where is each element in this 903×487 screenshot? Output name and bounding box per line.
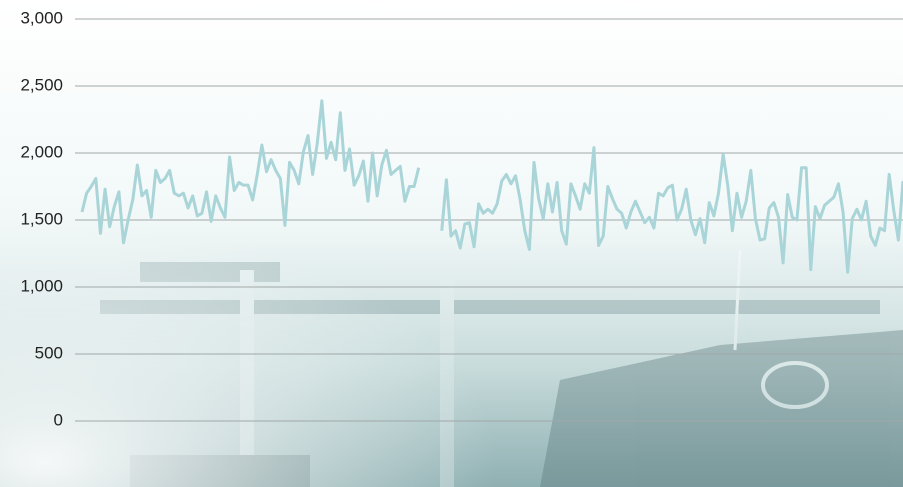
y-tick-label: 3,000 bbox=[20, 8, 63, 27]
y-tick-label: 1,500 bbox=[20, 209, 63, 228]
y-tick-label: 1,000 bbox=[20, 276, 63, 295]
y-tick-label: 2,500 bbox=[20, 75, 63, 94]
data-line bbox=[80, 99, 903, 274]
y-tick-label: 2,000 bbox=[20, 142, 63, 161]
y-tick-label: 500 bbox=[35, 343, 63, 362]
y-tick-label: 0 bbox=[54, 410, 63, 429]
